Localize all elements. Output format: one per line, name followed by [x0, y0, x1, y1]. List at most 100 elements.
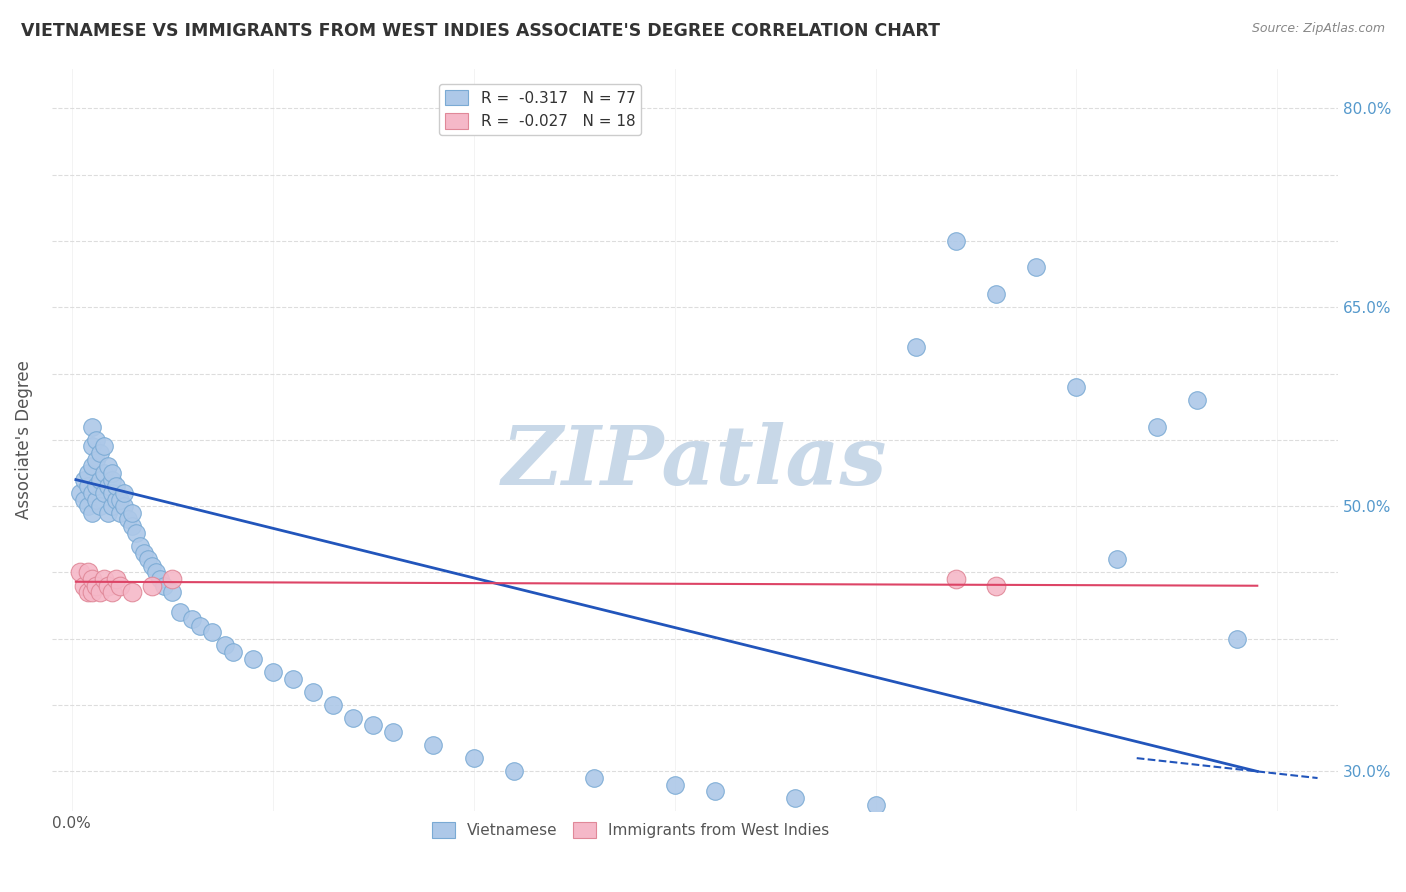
Point	[664, 778, 686, 792]
Point	[201, 625, 224, 640]
Point	[502, 764, 524, 779]
Point	[80, 486, 103, 500]
Point	[101, 473, 124, 487]
Point	[80, 585, 103, 599]
Point	[121, 585, 143, 599]
Point	[322, 698, 344, 712]
Point	[342, 711, 364, 725]
Point	[242, 651, 264, 665]
Point	[73, 492, 96, 507]
Point	[105, 479, 128, 493]
Point	[463, 751, 485, 765]
Point	[1146, 419, 1168, 434]
Point	[134, 545, 156, 559]
Legend: Vietnamese, Immigrants from West Indies: Vietnamese, Immigrants from West Indies	[426, 816, 835, 845]
Point	[69, 486, 91, 500]
Point	[1066, 380, 1088, 394]
Point	[101, 486, 124, 500]
Point	[112, 499, 135, 513]
Point	[101, 466, 124, 480]
Point	[97, 579, 120, 593]
Point	[221, 645, 243, 659]
Point	[865, 797, 887, 812]
Point	[73, 473, 96, 487]
Point	[105, 572, 128, 586]
Point	[117, 512, 139, 526]
Point	[112, 486, 135, 500]
Point	[89, 499, 111, 513]
Point	[97, 506, 120, 520]
Point	[262, 665, 284, 679]
Point	[84, 452, 107, 467]
Point	[1185, 393, 1208, 408]
Point	[108, 492, 131, 507]
Point	[97, 459, 120, 474]
Point	[121, 519, 143, 533]
Text: Source: ZipAtlas.com: Source: ZipAtlas.com	[1251, 22, 1385, 36]
Point	[69, 566, 91, 580]
Point	[77, 499, 100, 513]
Point	[945, 234, 967, 248]
Point	[281, 672, 304, 686]
Point	[77, 466, 100, 480]
Text: VIETNAMESE VS IMMIGRANTS FROM WEST INDIES ASSOCIATE'S DEGREE CORRELATION CHART: VIETNAMESE VS IMMIGRANTS FROM WEST INDIE…	[21, 22, 941, 40]
Point	[984, 579, 1007, 593]
Point	[190, 618, 212, 632]
Point	[1226, 632, 1249, 646]
Point	[84, 479, 107, 493]
Point	[89, 446, 111, 460]
Point	[101, 499, 124, 513]
Point	[80, 440, 103, 454]
Y-axis label: Associate's Degree: Associate's Degree	[15, 360, 32, 519]
Point	[84, 492, 107, 507]
Point	[93, 440, 115, 454]
Point	[80, 572, 103, 586]
Point	[84, 433, 107, 447]
Point	[89, 585, 111, 599]
Point	[904, 340, 927, 354]
Point	[101, 585, 124, 599]
Point	[80, 419, 103, 434]
Point	[80, 459, 103, 474]
Point	[162, 572, 184, 586]
Point	[80, 506, 103, 520]
Text: ZIPatlas: ZIPatlas	[502, 422, 887, 502]
Point	[145, 566, 167, 580]
Point	[108, 579, 131, 593]
Point	[141, 558, 163, 573]
Point	[121, 506, 143, 520]
Point	[1105, 552, 1128, 566]
Point	[153, 579, 176, 593]
Point	[422, 738, 444, 752]
Point	[162, 585, 184, 599]
Point	[703, 784, 725, 798]
Point	[93, 486, 115, 500]
Point	[129, 539, 152, 553]
Point	[302, 685, 325, 699]
Point	[382, 724, 405, 739]
Point	[105, 492, 128, 507]
Point	[125, 525, 148, 540]
Point	[73, 579, 96, 593]
Point	[361, 718, 384, 732]
Point	[1025, 260, 1047, 275]
Point	[984, 287, 1007, 301]
Point	[77, 479, 100, 493]
Point	[149, 572, 172, 586]
Point	[89, 473, 111, 487]
Point	[77, 566, 100, 580]
Point	[785, 791, 807, 805]
Point	[583, 771, 606, 785]
Point	[141, 579, 163, 593]
Point	[945, 572, 967, 586]
Point	[97, 479, 120, 493]
Point	[136, 552, 159, 566]
Point	[84, 579, 107, 593]
Point	[93, 572, 115, 586]
Point	[93, 466, 115, 480]
Point	[108, 506, 131, 520]
Point	[169, 605, 191, 619]
Point	[181, 612, 204, 626]
Point	[214, 639, 236, 653]
Point	[77, 585, 100, 599]
